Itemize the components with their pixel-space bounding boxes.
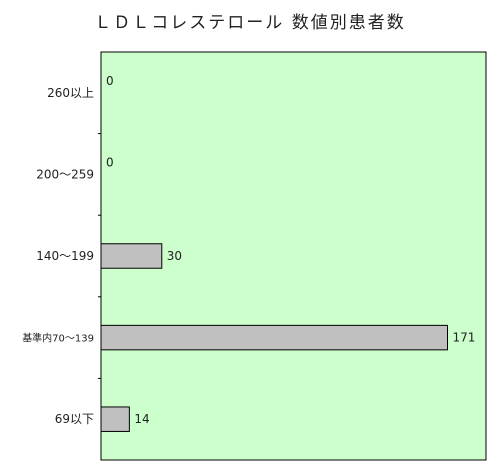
plot-area (100, 51, 487, 461)
y-tick-label: 基準内70～139 (22, 332, 94, 345)
data-label: 14 (134, 412, 149, 426)
y-tick-label: 69以下 (55, 412, 94, 426)
bar-2 (100, 243, 163, 269)
y-tick-label: 200～259 (36, 167, 94, 181)
data-label: 0 (106, 155, 114, 169)
data-label: 171 (453, 331, 476, 345)
data-label: 30 (167, 249, 182, 263)
y-tick-label: 260以上 (47, 86, 94, 100)
y-tick-label: 140～199 (36, 249, 94, 263)
data-label: 0 (106, 74, 114, 88)
bar-4 (100, 406, 130, 432)
chart-title: ＬＤＬコレステロール 数値別患者数 (94, 13, 406, 33)
bar-3 (100, 324, 448, 351)
